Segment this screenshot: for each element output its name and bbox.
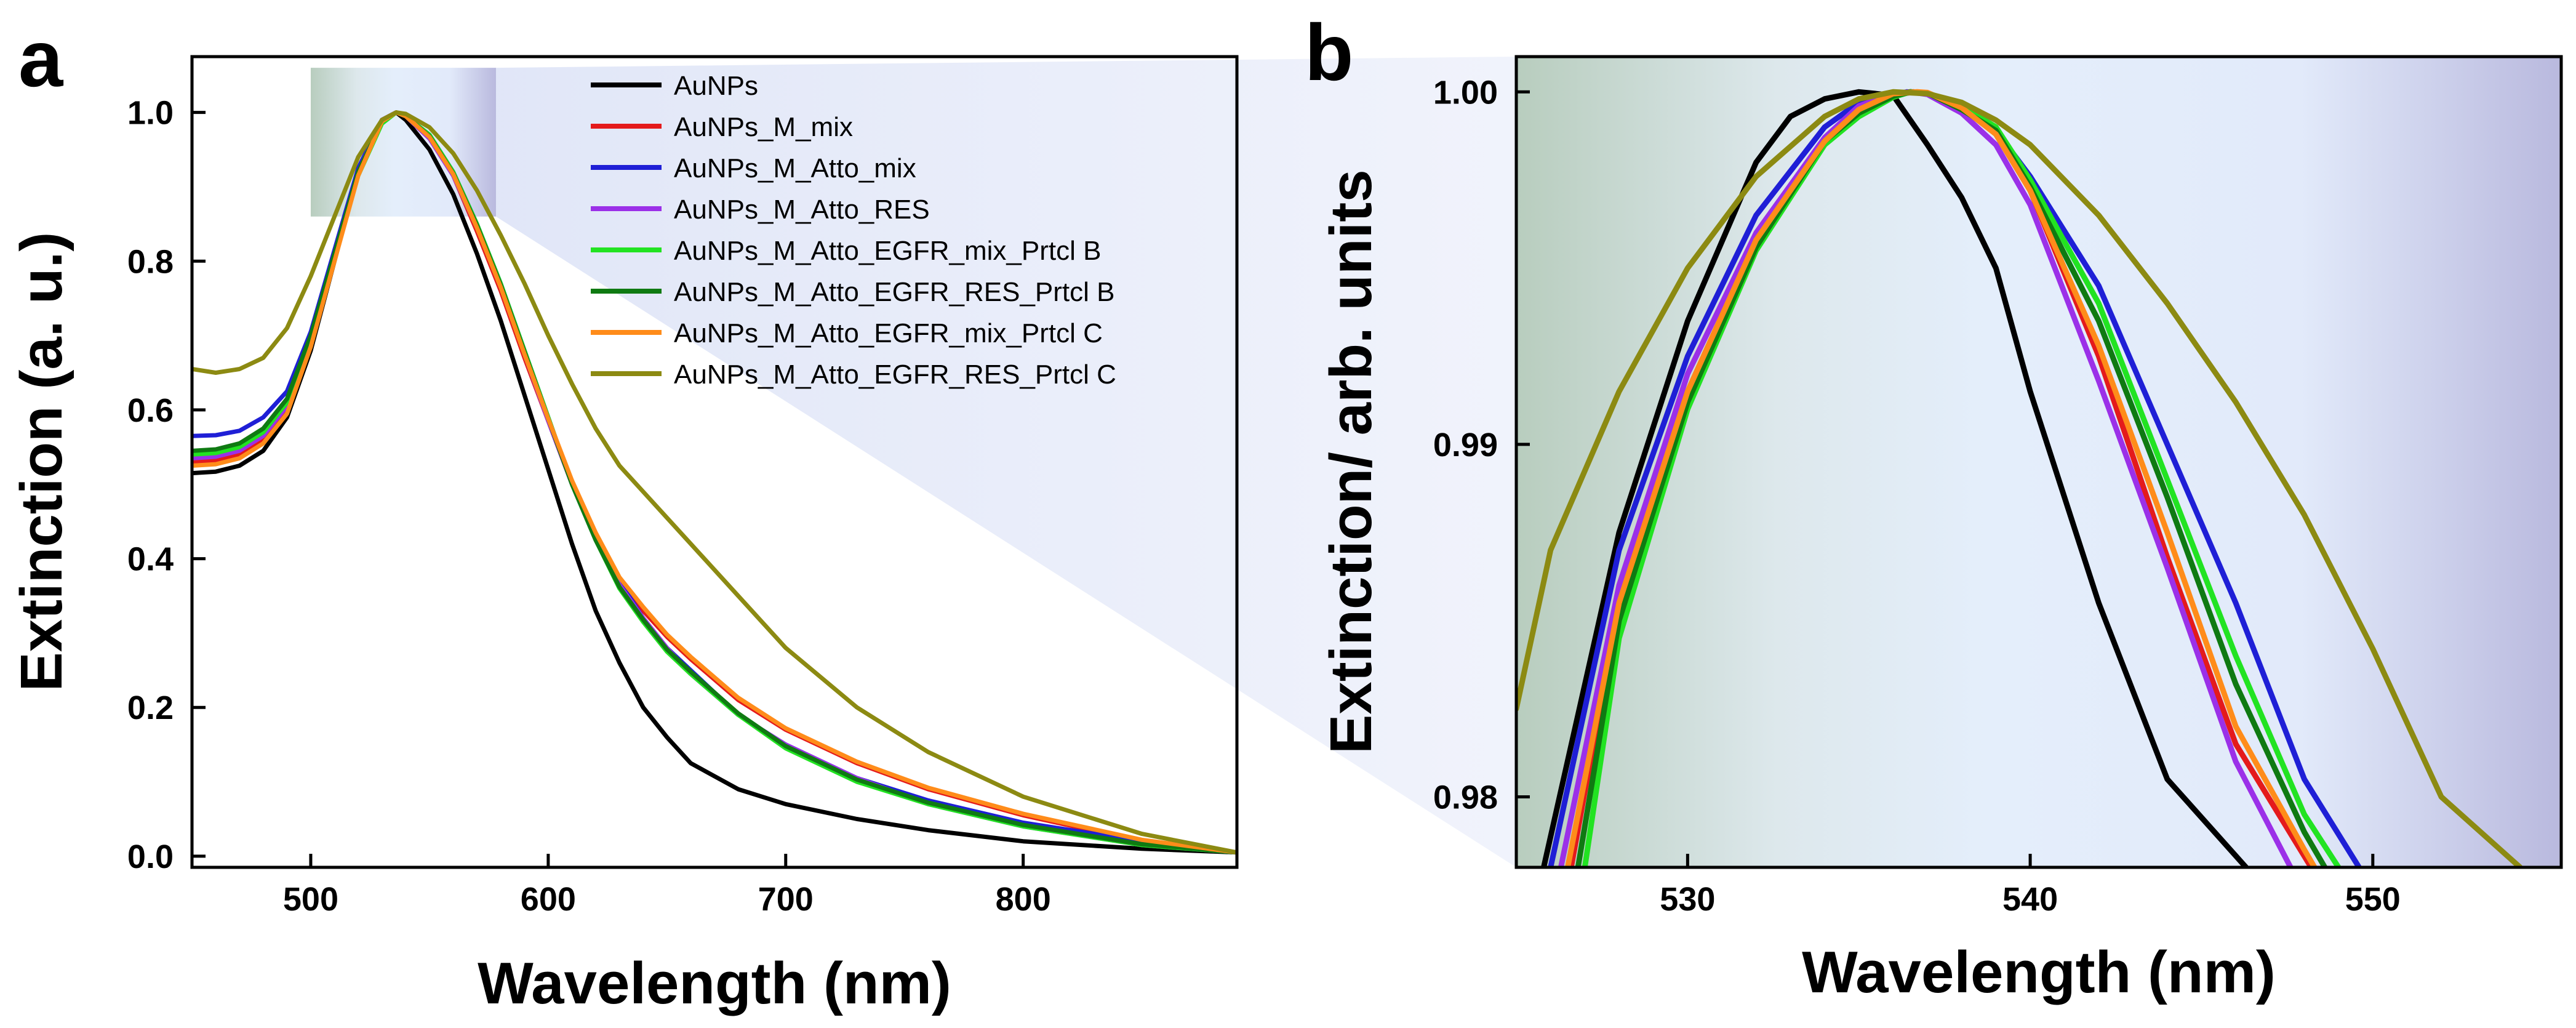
panel-a-xtick-label: 700 [758,881,814,918]
legend-entry-aunps: AuNPs [591,71,758,101]
panel-a-series-aunps-m-atto-egfr-mix-prtcl-c [192,110,1237,855]
panel-a-ticks: 500 600 700 800 0.0 0.2 0.4 0.6 0.8 1.0 [127,95,1051,918]
legend-label: AuNPs_M_Atto_EGFR_mix_Prtcl B [674,236,1101,266]
panel-b-xtick-label: 550 [2345,881,2401,918]
panel-b-ytick-label: 1.00 [1433,74,1498,111]
panel-a-xtick-label: 800 [996,881,1051,918]
legend-entry-aunps-m-atto-egfr-mix-prtcl-c: AuNPs_M_Atto_EGFR_mix_Prtcl C [591,318,1103,348]
legend-label: AuNPs_M_Atto_mix [674,153,916,183]
legend: AuNPs AuNPs_M_mix AuNPs_M_Atto_mix AuNPs_M_… [591,71,1116,390]
zoom-connector-wedge [495,57,1516,867]
panel-b-xtick-label: 530 [1660,881,1715,918]
panel-a-xtick-label: 500 [283,881,338,918]
panel-a-xtick-label: 600 [521,881,576,918]
panel-b-series-aunps-m-atto-egfr-res-prtcl-c [1516,89,2523,867]
panel-b-ticks: 530 540 550 0.98 0.99 1.00 [1433,74,2401,918]
legend-entry-aunps-m-atto-res: AuNPs_M_Atto_RES [591,195,930,225]
legend-label: AuNPs_M_Atto_EGFR_RES_Prtcl B [674,277,1114,307]
legend-entry-aunps-m-atto-egfr-res-prtcl-c: AuNPs_M_Atto_EGFR_RES_Prtcl C [591,359,1116,390]
legend-entry-aunps-m-mix: AuNPs_M_mix [591,112,853,142]
panel-a-ytick-label: 0.0 [127,838,174,875]
panel-a-ytick-label: 0.4 [127,541,174,578]
panel-a-ytick-label: 0.8 [127,243,174,280]
legend-label: AuNPs_M_Atto_EGFR_mix_Prtcl C [674,318,1103,348]
panel-b-series [1516,89,2523,867]
panel-a-ylabel: Extinction (a. u.) [9,232,74,692]
panel-a-frame [190,55,1239,869]
panel-a-xlabel: Wavelength (nm) [478,950,951,1016]
legend-entry-aunps-m-atto-egfr-mix-prtcl-b: AuNPs_M_Atto_EGFR_mix_Prtcl B [591,236,1101,266]
panel-a-letter: a [18,14,64,103]
panel-a-series [192,110,1237,855]
legend-label: AuNPs_M_Atto_EGFR_RES_Prtcl C [674,359,1116,390]
panel-b-ylabel: Extinction/ arb. units [1318,169,1384,753]
panel-a-ytick-label: 0.6 [127,392,174,429]
panel-b-frame [1514,55,2563,869]
panel-b-xlabel: Wavelength (nm) [1802,939,2276,1005]
zoom-region-highlight [310,68,496,217]
legend-entry-aunps-m-atto-egfr-res-prtcl-b: AuNPs_M_Atto_EGFR_RES_Prtcl B [591,277,1114,307]
panel-b-ytick-label: 0.99 [1433,427,1498,464]
panel-a-ytick-label: 1.0 [127,95,174,132]
panel-a-series-aunps-m-atto-egfr-res-prtcl-c [192,110,1237,855]
legend-label: AuNPs_M_mix [674,112,853,142]
panel-b-letter: b [1305,7,1353,97]
legend-entry-aunps-m-atto-mix: AuNPs_M_Atto_mix [591,153,916,183]
panel-b-xtick-label: 540 [2002,881,2058,918]
legend-label: AuNPs_M_Atto_RES [674,195,930,225]
legend-label: AuNPs [674,71,758,101]
panel-b-ytick-label: 0.98 [1433,779,1498,816]
panel-a-ytick-label: 0.2 [127,689,174,726]
